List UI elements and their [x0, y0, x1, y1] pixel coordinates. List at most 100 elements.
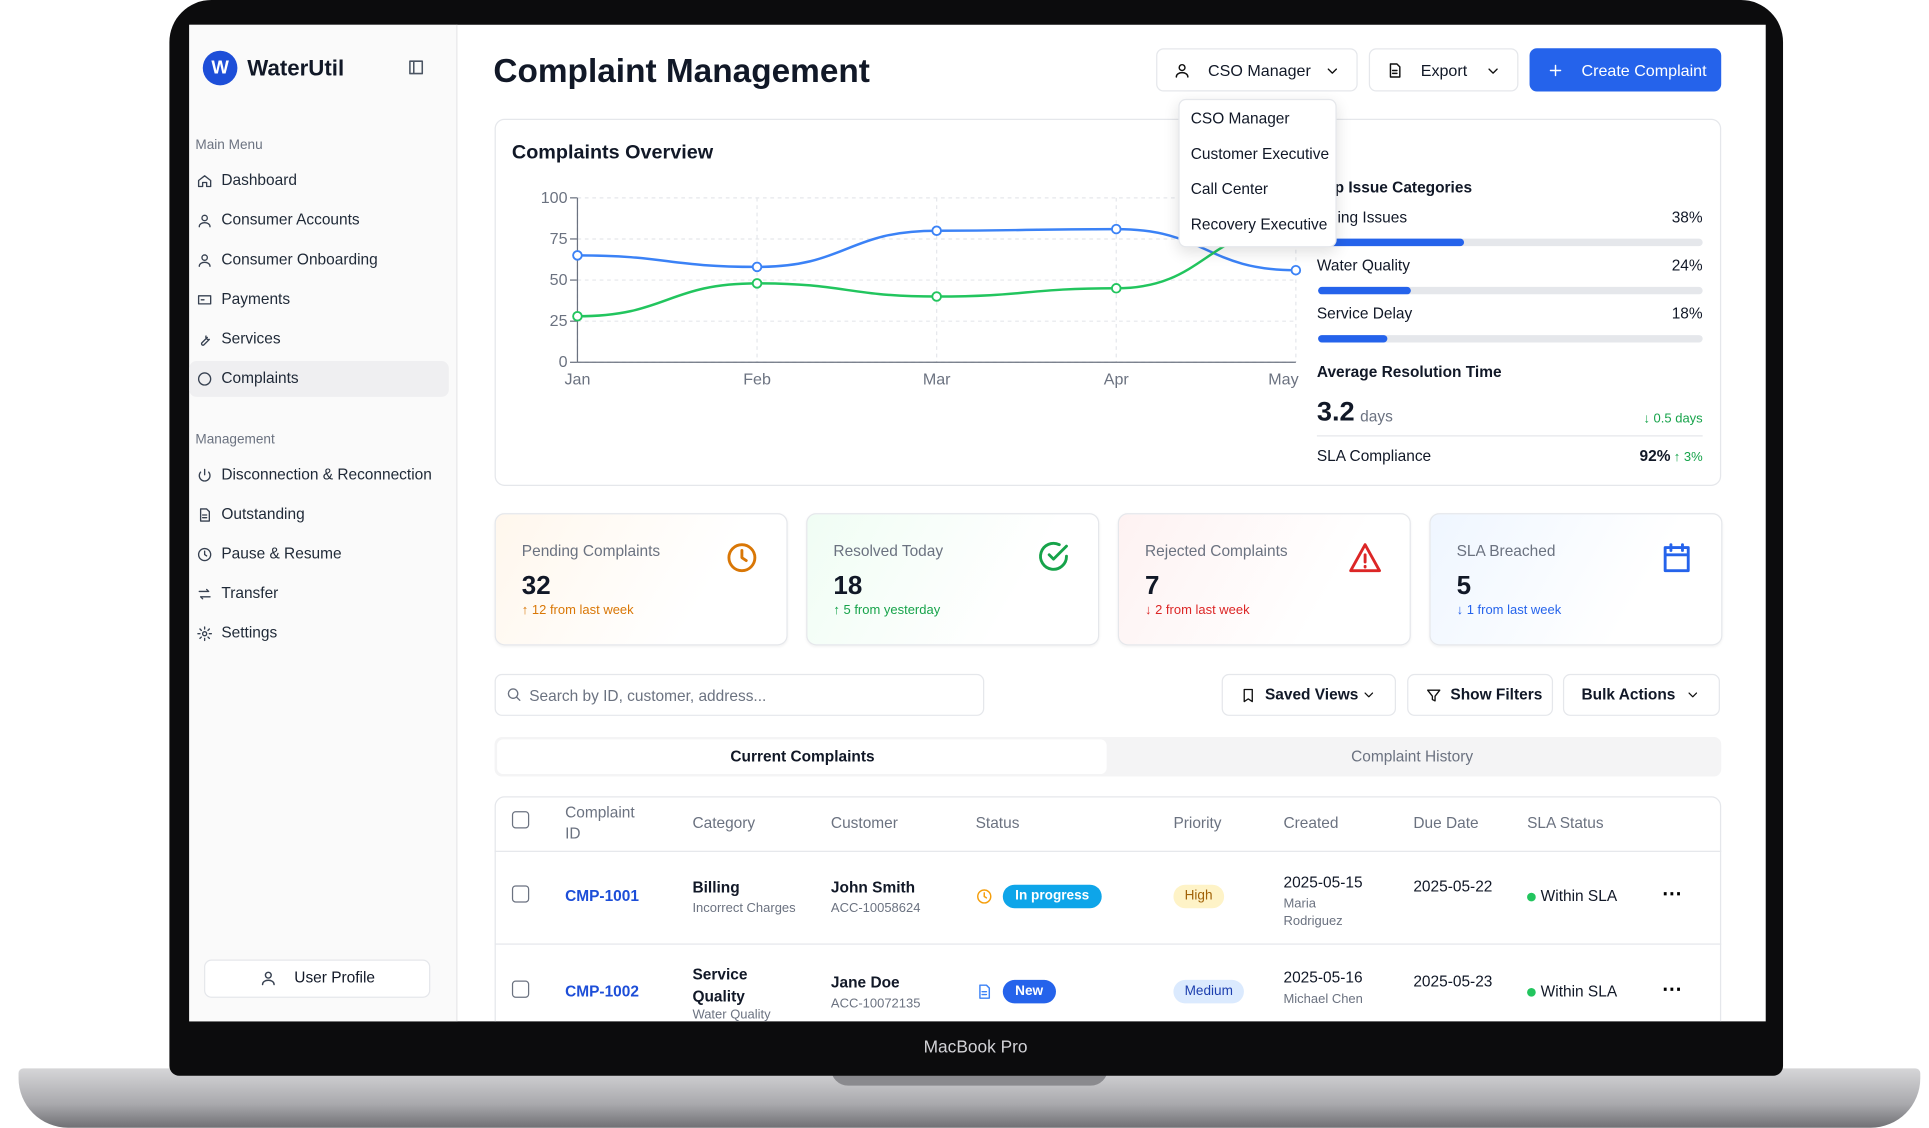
- status-icon: [979, 984, 991, 999]
- menu-item: Outstanding: [221, 505, 305, 523]
- issue-track: [1318, 238, 1703, 247]
- sla-status: Within SLA: [1540, 887, 1618, 905]
- sla-label: SLA Compliance: [1316, 447, 1432, 465]
- menu-icon: [197, 547, 211, 561]
- dropdown-option-label: CSO Manager: [1190, 109, 1290, 128]
- x-tick-label: Jan: [564, 371, 590, 389]
- data-point: [931, 225, 942, 236]
- menu-icon: [198, 468, 211, 481]
- checkbox[interactable]: [511, 980, 530, 998]
- divider: [1316, 435, 1703, 437]
- tab: Complaint History: [1351, 747, 1474, 766]
- stat-title: Pending Complaints: [521, 542, 661, 560]
- search-box[interactable]: [494, 673, 985, 716]
- dropdown-option-label: Customer Executive: [1190, 144, 1330, 163]
- created-by: Maria Rodriguez: [1283, 896, 1343, 929]
- active-item: [189, 361, 449, 397]
- role-button[interactable]: [1156, 48, 1358, 92]
- role-icon: [1175, 63, 1189, 78]
- search-icon: [507, 687, 520, 701]
- toolbar-icon: [1426, 688, 1440, 701]
- stat-title: Rejected Complaints: [1144, 542, 1288, 560]
- data-point: [931, 291, 942, 302]
- data-point: [1110, 283, 1122, 294]
- device-label: MacBook Pro: [923, 1036, 1028, 1056]
- due-date: 2025-05-23: [1413, 973, 1493, 991]
- issue-track: [1318, 335, 1703, 343]
- issue-percent: 38%: [1671, 208, 1703, 226]
- toolbar-button[interactable]: [1562, 673, 1720, 716]
- user-profile-button[interactable]: [204, 959, 431, 998]
- sla-dot: [1527, 892, 1536, 902]
- y-tick-label: 50: [550, 271, 568, 289]
- column-header: Status: [975, 814, 1020, 832]
- account: ACC-10072135: [830, 996, 921, 1012]
- stat-note: ↓ 1 from last week: [1456, 603, 1562, 618]
- stat-icon: [1663, 543, 1690, 573]
- menu-icon: [200, 334, 210, 346]
- sidebar-toggle: [408, 59, 423, 74]
- resolution-value: 3.2: [1316, 395, 1355, 427]
- issue-name: Water Quality: [1316, 256, 1410, 275]
- stat-card: [494, 513, 788, 646]
- complaint-id: CMP-1001: [565, 887, 639, 905]
- subcategory: Incorrect Charges: [692, 901, 796, 916]
- logo-circle: [202, 50, 238, 86]
- complaint-id: CMP-1002: [565, 982, 639, 1001]
- data-point: [751, 261, 763, 273]
- created: 2025-05-15: [1283, 873, 1363, 892]
- toolbar-label: Show Filters: [1450, 685, 1543, 704]
- checkbox[interactable]: [511, 885, 530, 903]
- stat-card: [1117, 513, 1411, 646]
- issue-percent: 18%: [1671, 305, 1703, 323]
- sla-change: ↑ 3%: [1673, 449, 1703, 465]
- checkbox[interactable]: [511, 811, 530, 829]
- column-header: SLA Status: [1527, 814, 1604, 832]
- sla-status: Within SLA: [1540, 982, 1618, 1001]
- export-icon: [1389, 63, 1401, 78]
- brand: WaterUtil: [247, 55, 345, 81]
- menu-item: Pause & Resume: [221, 544, 342, 563]
- toolbar-icon: [1242, 688, 1253, 702]
- stat-note: ↑ 12 from last week: [521, 603, 634, 618]
- issue-percent: 24%: [1671, 256, 1703, 275]
- export-button[interactable]: [1368, 48, 1519, 92]
- menu-icon: [197, 253, 211, 267]
- sla-dot: [1527, 987, 1536, 997]
- issues-title: Top Issue Categories: [1316, 178, 1473, 197]
- created-by: Michael Chen: [1283, 991, 1363, 1007]
- search-placeholder: Search by ID, customer, address...: [529, 687, 767, 705]
- stat-note: ↓ 2 from last week: [1144, 603, 1250, 618]
- toolbar-button[interactable]: [1221, 673, 1397, 716]
- menu-item: Complaints: [221, 369, 299, 387]
- x-tick-label: Mar: [923, 371, 951, 389]
- create: Create Complaint: [1581, 61, 1707, 80]
- stat-value: 32: [521, 571, 551, 601]
- issue-name: Billing Issues: [1316, 208, 1408, 226]
- create-button[interactable]: [1529, 48, 1722, 92]
- resolution-title: Average Resolution Time: [1316, 363, 1502, 381]
- priority-badge: High: [1173, 884, 1224, 909]
- x-tick-label: May: [1268, 371, 1298, 389]
- column-header: Priority: [1173, 814, 1222, 832]
- stat-value: 18: [833, 571, 863, 601]
- customer: John Smith: [830, 878, 916, 897]
- active-tab[interactable]: [497, 739, 1107, 775]
- stat-card: [806, 513, 1100, 646]
- stat-note: ↑ 5 from yesterday: [833, 603, 941, 618]
- toolbar-button[interactable]: [1407, 673, 1554, 716]
- menu-item: Services: [221, 329, 281, 348]
- sidebar: [189, 24, 458, 1022]
- user-profile: User Profile: [294, 969, 376, 987]
- issue-track: [1318, 286, 1703, 295]
- menu-item: Dashboard: [221, 171, 297, 189]
- menu-item: Settings: [221, 624, 278, 642]
- column-header: Due Date: [1413, 814, 1479, 832]
- section-title: Main Menu: [195, 137, 263, 153]
- menu-item: Consumer Onboarding: [221, 250, 378, 269]
- stat-title: SLA Breached: [1456, 542, 1556, 560]
- menu-icon: [197, 294, 211, 304]
- category: Billing: [692, 878, 740, 897]
